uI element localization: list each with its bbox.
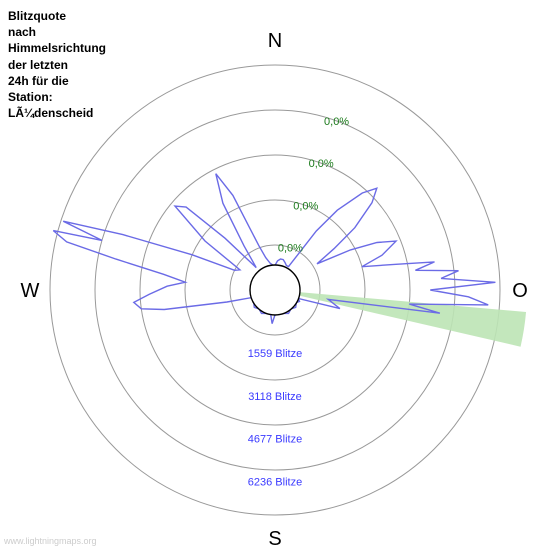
cardinal-s: S xyxy=(268,528,281,550)
blue-count-labels: 1559 Blitze 3118 Blitze 4677 Blitze 6236 Bl… xyxy=(248,348,302,488)
svg-text:0,0%: 0,0% xyxy=(324,116,349,128)
cardinal-n: N xyxy=(268,30,282,52)
svg-text:0,0%: 0,0% xyxy=(278,243,303,255)
svg-text:0,0%: 0,0% xyxy=(309,158,334,170)
svg-text:3118 Blitze: 3118 Blitze xyxy=(248,391,302,403)
cardinal-e: O xyxy=(512,280,528,302)
cardinal-w: W xyxy=(21,280,40,302)
svg-text:6236 Blitze: 6236 Blitze xyxy=(248,476,302,488)
svg-text:4677 Blitze: 4677 Blitze xyxy=(248,434,302,446)
svg-text:1559 Blitze: 1559 Blitze xyxy=(248,348,302,360)
svg-text:0,0%: 0,0% xyxy=(293,200,318,212)
watermark-text: www.lightningmaps.org xyxy=(4,536,97,546)
center-hole xyxy=(250,265,300,315)
polar-chart: 0,0% 0,0% 0,0% 0,0% 1559 Blitze 3118 Blitze 4… xyxy=(0,0,550,550)
green-wedge xyxy=(275,290,526,347)
